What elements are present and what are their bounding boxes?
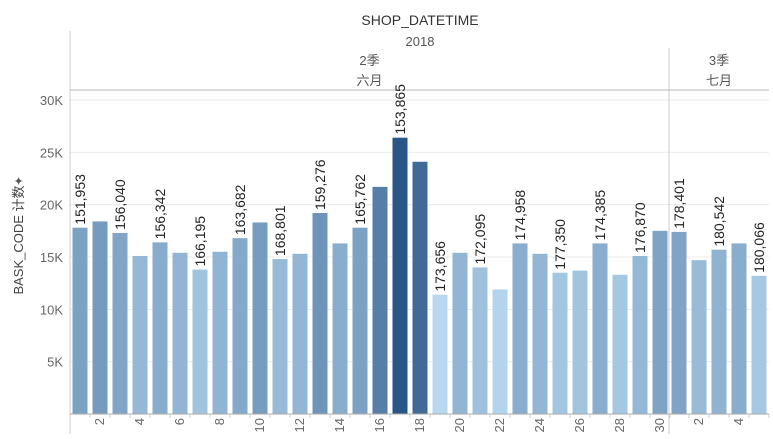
bar[interactable]	[332, 243, 348, 414]
data-label: 172,095	[472, 214, 488, 265]
bar[interactable]	[572, 270, 588, 414]
bar[interactable]	[731, 243, 747, 414]
bar[interactable]	[492, 289, 508, 414]
bar[interactable]	[372, 186, 388, 414]
chart-header: SHOP_DATETIME 2018	[361, 12, 478, 49]
bar[interactable]	[272, 259, 288, 414]
x-tick-label: 2	[92, 418, 107, 425]
bar[interactable]	[312, 213, 328, 414]
y-tick-label: 25K	[40, 145, 63, 160]
x-tick-label: 14	[332, 418, 347, 432]
bar[interactable]	[472, 267, 488, 414]
bar[interactable]	[92, 221, 108, 414]
bar[interactable]	[532, 253, 548, 414]
y-tick-label: 30K	[40, 93, 63, 108]
data-label: 168,801	[272, 205, 288, 256]
quarter-header: 2季	[359, 53, 379, 68]
x-tick-label: 28	[612, 418, 627, 432]
x-tick-label: 22	[492, 418, 507, 432]
bar[interactable]	[152, 242, 168, 414]
bar[interactable]	[132, 255, 148, 414]
data-label: 159,276	[312, 159, 328, 210]
bars	[72, 137, 767, 414]
bar[interactable]	[592, 243, 608, 414]
data-label: 174,958	[512, 190, 528, 241]
data-label: 153,865	[392, 84, 408, 135]
x-tick-label: 20	[452, 418, 467, 432]
data-label: 156,342	[152, 189, 168, 240]
data-label: 173,656	[432, 241, 448, 292]
data-label: 163,682	[232, 184, 248, 235]
bar[interactable]	[212, 251, 228, 414]
bar[interactable]	[412, 161, 428, 414]
y-tick-label: 5K	[47, 355, 63, 370]
bar[interactable]	[192, 269, 208, 414]
x-tick-label: 2	[691, 418, 706, 425]
year-header: 2018	[406, 34, 435, 49]
bar[interactable]	[252, 222, 268, 414]
data-label: 156,040	[112, 179, 128, 230]
x-tick-label: 12	[292, 418, 307, 432]
bar[interactable]	[652, 230, 668, 414]
bar[interactable]	[632, 255, 648, 414]
y-axis-label: BASK_CODE 计数	[11, 185, 26, 294]
x-tick-label: 24	[532, 418, 547, 432]
bar[interactable]	[452, 252, 468, 414]
bar[interactable]	[612, 274, 628, 414]
y-tick-label: 10K	[40, 302, 63, 317]
data-label: 151,953	[72, 174, 88, 225]
data-label: 178,401	[671, 178, 687, 229]
data-label: 180,066	[751, 222, 767, 273]
quarter-header: 3季	[709, 53, 729, 68]
bar[interactable]	[112, 232, 128, 414]
x-tick-label: 30	[652, 418, 667, 432]
x-tick-label: 16	[372, 418, 387, 432]
data-label: 176,870	[632, 202, 648, 253]
data-label: 165,762	[352, 174, 368, 225]
pin-icon[interactable]: ✦	[12, 176, 26, 186]
x-tick-label: 10	[252, 418, 267, 432]
x-tick-label: 18	[412, 418, 427, 432]
bar[interactable]	[432, 294, 448, 414]
x-tick-label: 4	[731, 418, 746, 425]
month-header: 六月	[356, 73, 382, 88]
month-header: 七月	[706, 73, 732, 88]
x-tick-label: 8	[212, 418, 227, 425]
data-label: 174,385	[592, 190, 608, 241]
chart-title: SHOP_DATETIME	[361, 12, 478, 28]
y-axis-title: BASK_CODE 计数 ✦	[11, 176, 26, 295]
bar[interactable]	[552, 272, 568, 414]
bar[interactable]	[172, 252, 188, 414]
bar[interactable]	[392, 137, 408, 414]
bar[interactable]	[232, 238, 248, 414]
data-label: 180,542	[711, 196, 727, 247]
y-tick-label: 15K	[40, 250, 63, 265]
bar[interactable]	[691, 260, 707, 414]
data-label: 177,350	[552, 219, 568, 270]
x-tick-label: 26	[572, 418, 587, 432]
y-tick-label: 20K	[40, 198, 63, 213]
data-labels: 151,953 156,040 156,342 166,195 163,682 168,8…	[72, 84, 767, 292]
x-tick-label: 4	[132, 418, 147, 425]
bar[interactable]	[711, 249, 727, 414]
data-label: 166,195	[192, 216, 208, 267]
bar[interactable]	[352, 227, 368, 414]
x-tick-label: 6	[172, 418, 187, 425]
bar[interactable]	[292, 253, 308, 414]
bar[interactable]	[72, 227, 88, 414]
bar[interactable]	[671, 231, 687, 414]
bar[interactable]	[512, 243, 528, 414]
bar[interactable]	[751, 275, 767, 414]
